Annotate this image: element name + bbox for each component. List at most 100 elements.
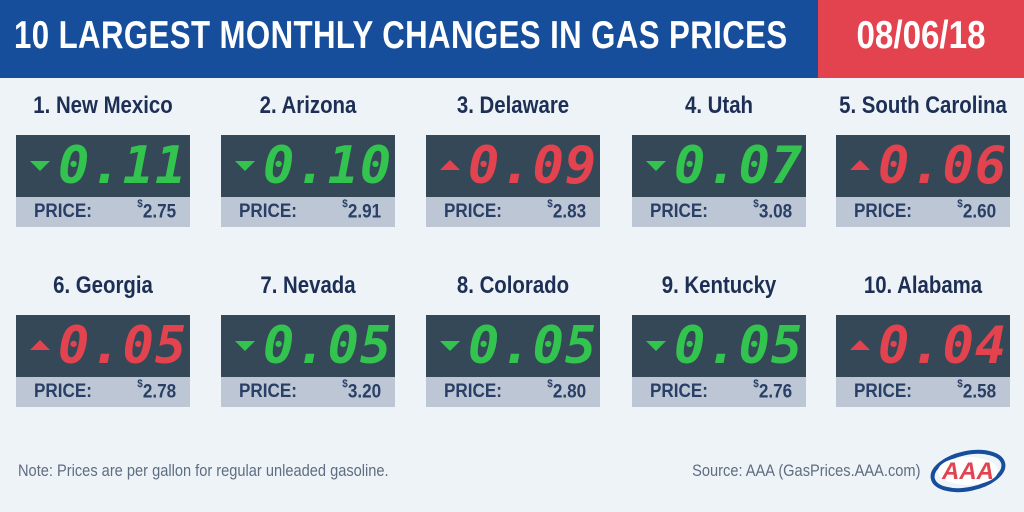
change-display: 0.05 — [16, 315, 190, 377]
arrow-down-icon — [235, 341, 255, 351]
aaa-logo: AAA — [930, 449, 1006, 493]
arrow-down-icon — [235, 161, 255, 171]
currency-symbol: $ — [547, 198, 553, 210]
currency-symbol: $ — [137, 198, 143, 210]
currency-symbol: $ — [753, 198, 759, 210]
price-label: PRICE: — [650, 381, 708, 402]
price-amount: 2.80 — [552, 381, 586, 403]
change-value: 0.06 — [878, 136, 1008, 196]
arrow-down-icon — [646, 341, 666, 351]
price-bar: PRICE: $2.80 — [426, 377, 600, 407]
price-value: $3.20 — [342, 378, 381, 403]
state-card: 5. South Carolina 0.06 PRICE: $2.60 — [836, 92, 1010, 228]
state-name: 8. Colorado — [456, 272, 570, 299]
change-display: 0.11 — [16, 135, 190, 197]
state-card: 1. New Mexico 0.11 PRICE: $2.75 — [16, 92, 190, 228]
price-value: $2.78 — [137, 378, 176, 403]
price-value: $2.60 — [957, 198, 996, 223]
currency-symbol: $ — [547, 378, 553, 390]
price-label: PRICE: — [34, 381, 92, 402]
arrow-down-icon — [646, 161, 666, 171]
price-amount: 2.60 — [962, 201, 996, 223]
state-card: 3. Delaware 0.09 PRICE: $2.83 — [426, 92, 600, 228]
state-card: 8. Colorado 0.05 PRICE: $2.80 — [426, 272, 600, 408]
state-card: 10. Alabama 0.04 PRICE: $2.58 — [836, 272, 1010, 408]
price-label: PRICE: — [650, 201, 708, 222]
change-display: 0.05 — [426, 315, 600, 377]
logo-text: AAA — [941, 458, 994, 485]
price-amount: 2.58 — [962, 381, 996, 403]
page-title: 10 LARGEST MONTHLY CHANGES IN GAS PRICES — [14, 14, 788, 57]
change-display: 0.07 — [632, 135, 806, 197]
state-name: 3. Delaware — [456, 92, 570, 119]
price-label: PRICE: — [444, 201, 502, 222]
date-banner: 08/06/18 — [818, 0, 1024, 78]
price-amount: 2.83 — [552, 201, 586, 223]
state-name: 2. Arizona — [259, 92, 357, 119]
price-bar: PRICE: $2.75 — [16, 197, 190, 227]
source-credit: Source: AAA (GasPrices.AAA.com) — [691, 461, 920, 480]
change-value: 0.04 — [878, 316, 1008, 376]
price-amount: 2.75 — [142, 201, 176, 223]
change-display: 0.05 — [221, 315, 395, 377]
state-name: 7. Nevada — [260, 272, 356, 299]
change-value: 0.09 — [468, 136, 598, 196]
arrow-up-icon — [30, 340, 50, 350]
price-value: $2.75 — [137, 198, 176, 223]
state-card: 2. Arizona 0.10 PRICE: $2.91 — [221, 92, 395, 228]
price-amount: 3.20 — [347, 381, 381, 403]
change-value: 0.10 — [263, 136, 393, 196]
price-bar: PRICE: $2.78 — [16, 377, 190, 407]
currency-symbol: $ — [753, 378, 759, 390]
change-value: 0.05 — [58, 316, 188, 376]
price-bar: PRICE: $2.76 — [632, 377, 806, 407]
change-display: 0.06 — [836, 135, 1010, 197]
arrow-down-icon — [440, 341, 460, 351]
change-display: 0.10 — [221, 135, 395, 197]
change-value: 0.05 — [674, 316, 804, 376]
price-value: $2.76 — [753, 378, 792, 403]
change-display: 0.04 — [836, 315, 1010, 377]
currency-symbol: $ — [957, 378, 963, 390]
state-name: 6. Georgia — [53, 272, 153, 299]
price-bar: PRICE: $2.58 — [836, 377, 1010, 407]
state-name: 10. Alabama — [863, 272, 983, 299]
state-card: 9. Kentucky 0.05 PRICE: $2.76 — [632, 272, 806, 408]
change-value: 0.05 — [263, 316, 393, 376]
price-bar: PRICE: $3.20 — [221, 377, 395, 407]
change-value: 0.05 — [468, 316, 598, 376]
arrow-up-icon — [850, 340, 870, 350]
price-label: PRICE: — [239, 201, 297, 222]
price-value: $2.83 — [547, 198, 586, 223]
price-label: PRICE: — [34, 201, 92, 222]
date-label: 08/06/18 — [856, 14, 986, 57]
change-display: 0.09 — [426, 135, 600, 197]
arrow-down-icon — [30, 161, 50, 171]
price-amount: 3.08 — [758, 201, 792, 223]
price-value: $3.08 — [753, 198, 792, 223]
price-bar: PRICE: $2.60 — [836, 197, 1010, 227]
arrow-up-icon — [440, 160, 460, 170]
change-value: 0.07 — [674, 136, 804, 196]
price-label: PRICE: — [239, 381, 297, 402]
state-name: 9. Kentucky — [661, 272, 777, 299]
arrow-up-icon — [850, 160, 870, 170]
currency-symbol: $ — [342, 198, 348, 210]
change-value: 0.11 — [58, 136, 188, 196]
price-amount: 2.91 — [347, 201, 381, 223]
state-name: 5. South Carolina — [839, 92, 1007, 119]
price-bar: PRICE: $2.83 — [426, 197, 600, 227]
state-name: 1. New Mexico — [33, 92, 173, 119]
price-value: $2.80 — [547, 378, 586, 403]
state-name: 4. Utah — [684, 92, 753, 119]
footnote: Note: Prices are per gallon for regular … — [18, 461, 389, 480]
state-card: 6. Georgia 0.05 PRICE: $2.78 — [16, 272, 190, 408]
price-bar: PRICE: $2.91 — [221, 197, 395, 227]
currency-symbol: $ — [137, 378, 143, 390]
price-value: $2.91 — [342, 198, 381, 223]
price-amount: 2.78 — [142, 381, 176, 403]
price-label: PRICE: — [444, 381, 502, 402]
price-value: $2.58 — [957, 378, 996, 403]
price-bar: PRICE: $3.08 — [632, 197, 806, 227]
price-amount: 2.76 — [758, 381, 792, 403]
